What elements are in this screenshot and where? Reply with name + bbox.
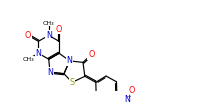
Text: +: + bbox=[127, 94, 131, 99]
Text: N: N bbox=[47, 68, 53, 77]
Text: N: N bbox=[46, 31, 52, 40]
Text: O: O bbox=[129, 86, 135, 95]
Text: N: N bbox=[67, 56, 73, 65]
Text: O: O bbox=[56, 25, 62, 34]
Text: CH₃: CH₃ bbox=[43, 21, 54, 26]
Text: N: N bbox=[35, 49, 41, 58]
Text: S: S bbox=[70, 78, 75, 87]
Text: O: O bbox=[88, 50, 94, 59]
Text: N: N bbox=[124, 95, 130, 102]
Text: CH₃: CH₃ bbox=[22, 57, 34, 62]
Text: O: O bbox=[25, 31, 31, 40]
